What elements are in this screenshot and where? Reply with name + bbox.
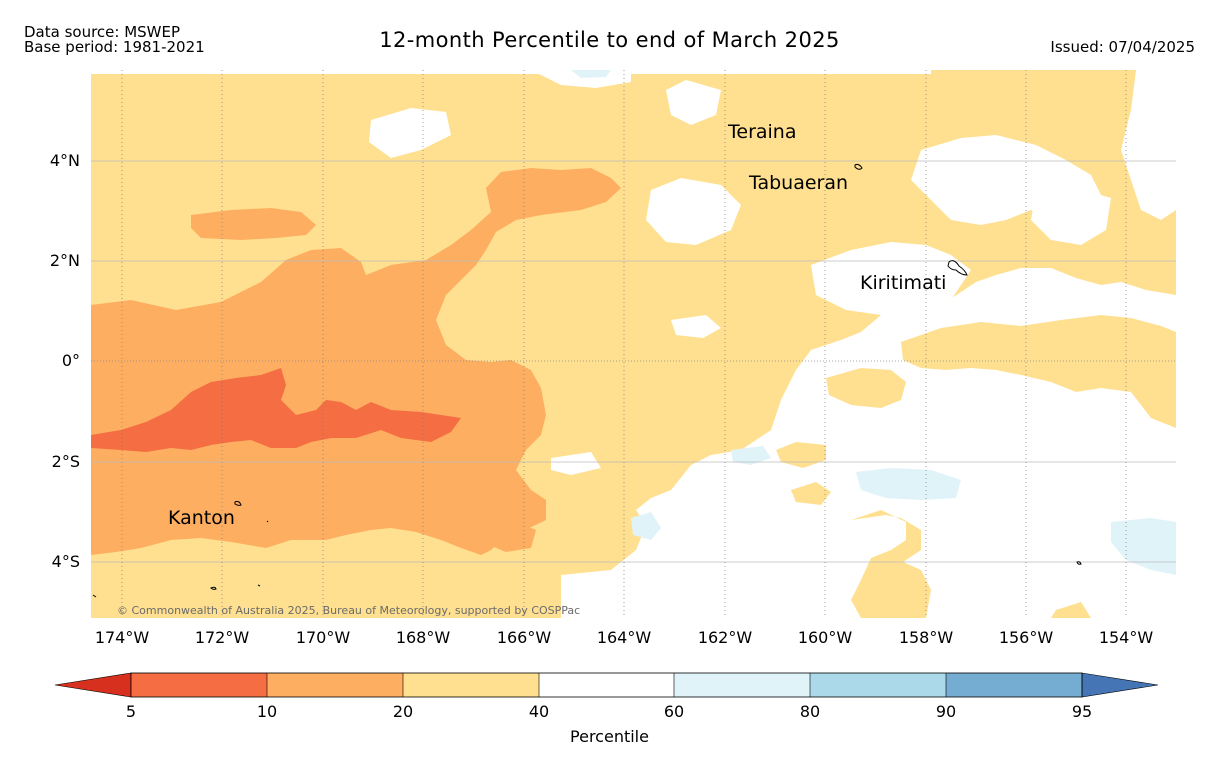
cbar-tick-60: 60 xyxy=(663,702,685,721)
fill-40-60-small1 xyxy=(671,315,721,338)
fill-40-60-kiri xyxy=(811,242,971,315)
lon-label-174w: 174°W xyxy=(94,628,150,647)
lon-label-172w: 172°W xyxy=(194,628,250,647)
island-small-1 xyxy=(210,586,217,590)
cbar-tick-20: 20 xyxy=(392,702,414,721)
fill-40-60-ne2 xyxy=(1121,70,1176,220)
island-outlines xyxy=(92,163,1082,598)
lon-label-164w: 164°W xyxy=(596,628,652,647)
cbar-tick-90: 90 xyxy=(935,702,957,721)
fill-10-20-north xyxy=(191,208,316,240)
fill-20-40-east-band xyxy=(901,315,1176,428)
cbar-10-20 xyxy=(267,673,403,697)
cbar-tick-95: 95 xyxy=(1071,702,1093,721)
base-period-text: Base period: 1981-2021 xyxy=(24,38,205,56)
fill-40-60-small2 xyxy=(551,452,601,475)
island-kiritimati xyxy=(947,260,968,276)
colorbar xyxy=(54,672,1159,698)
lon-label-168w: 168°W xyxy=(395,628,451,647)
issued-date: Issued: 07/04/2025 xyxy=(1050,38,1195,56)
fill-60-80-b xyxy=(856,468,961,500)
cbar-5-10 xyxy=(131,673,267,697)
fill-60-80-a xyxy=(1111,518,1176,575)
fill-20-40-s3 xyxy=(1051,602,1091,618)
map-title: 12-month Percentile to end of March 2025 xyxy=(379,28,840,52)
fill-40-60-nw xyxy=(369,108,451,158)
lon-label-162w: 162°W xyxy=(697,628,753,647)
cbar-80-90 xyxy=(810,673,946,697)
fill-5-10 xyxy=(91,368,461,452)
lon-label-166w: 166°W xyxy=(496,628,552,647)
lat-label-2n: 2°N xyxy=(49,251,80,270)
fill-40-60-ne3 xyxy=(1031,188,1111,245)
percentile-map xyxy=(91,70,1176,618)
fill-20-40-se xyxy=(851,510,931,618)
place-teraina: Teraina xyxy=(728,121,797,143)
island-tabuaeran xyxy=(854,163,863,170)
lon-label-154w: 154°W xyxy=(1098,628,1154,647)
fill-60-80-c xyxy=(631,512,661,540)
place-tabuaeran: Tabuaeran xyxy=(749,172,849,194)
fill-20-40-s xyxy=(776,442,826,468)
lat-label-0: 0° xyxy=(61,351,80,370)
island-small-3 xyxy=(92,594,97,598)
lon-label-170w: 170°W xyxy=(295,628,351,647)
fill-40-60-mid xyxy=(646,178,741,245)
lon-label-158w: 158°W xyxy=(898,628,954,647)
cbar-90-95 xyxy=(946,673,1082,697)
data-source-text: Data source: MSWEP xyxy=(24,23,181,41)
cbar-below-5 xyxy=(54,672,132,698)
cbar-tick-80: 80 xyxy=(799,702,821,721)
fill-10-20-west xyxy=(91,168,621,555)
gridlines xyxy=(91,70,1176,618)
colorbar-label: Percentile xyxy=(570,727,649,746)
fill-20-40-s2 xyxy=(791,482,831,505)
copyright-notice: © Commonwealth of Australia 2025, Bureau… xyxy=(117,604,581,617)
fill-20-40-east-mid xyxy=(826,368,906,408)
place-kiritimati: Kiritimati xyxy=(860,272,947,294)
cbar-40-60 xyxy=(539,673,674,697)
lat-label-4s: 4°S xyxy=(51,552,80,571)
island-small-5 xyxy=(257,584,261,587)
place-kanton: Kanton xyxy=(168,507,235,529)
map-fill xyxy=(91,70,1176,618)
cbar-20-40 xyxy=(403,673,539,697)
lat-label-4n: 4°N xyxy=(49,151,80,170)
island-kanton xyxy=(234,500,242,506)
fill-60-80-d xyxy=(731,446,771,465)
fill-10-20-s1 xyxy=(486,522,536,552)
lat-label-2s: 2°S xyxy=(51,452,80,471)
fill-60-80-e xyxy=(571,70,611,78)
island-small-2 xyxy=(1076,561,1082,565)
cbar-60-80 xyxy=(674,673,810,697)
lon-label-156w: 156°W xyxy=(998,628,1054,647)
cbar-tick-40: 40 xyxy=(528,702,550,721)
lon-label-160w: 160°W xyxy=(797,628,853,647)
island-small-4 xyxy=(266,520,269,523)
cbar-tick-10: 10 xyxy=(256,702,278,721)
fill-40-60-top xyxy=(91,70,931,74)
cbar-tick-5: 5 xyxy=(125,702,137,721)
fill-40-60-north xyxy=(666,80,721,125)
cbar-above-95 xyxy=(1081,672,1159,698)
